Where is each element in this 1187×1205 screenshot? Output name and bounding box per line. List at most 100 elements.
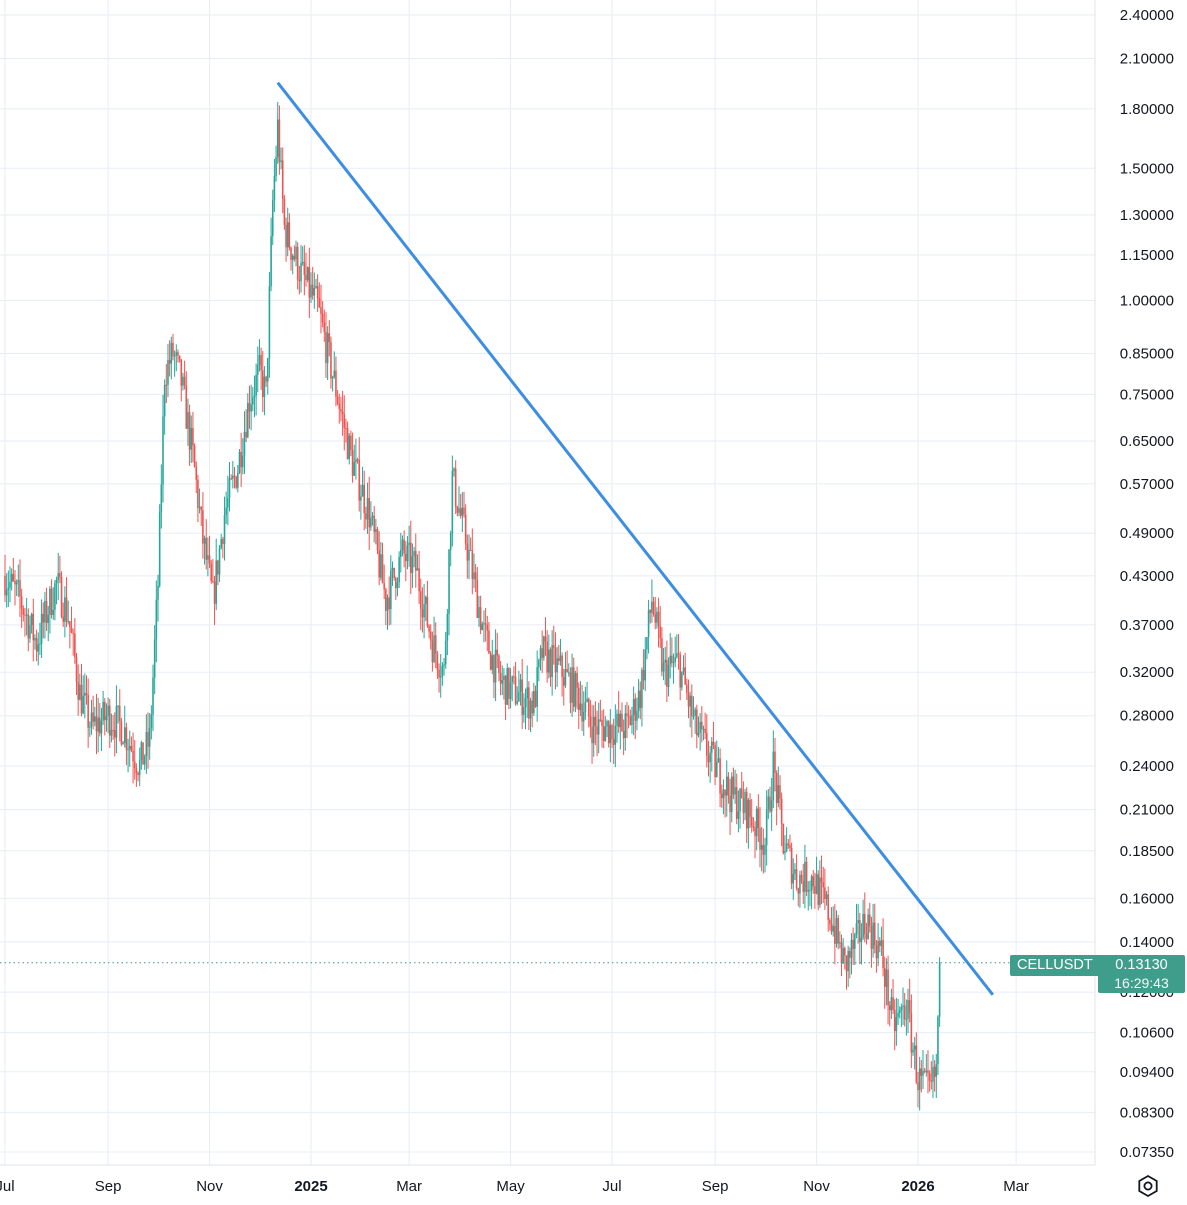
candle-body xyxy=(318,297,321,308)
candle-body xyxy=(343,414,346,428)
candle-body xyxy=(845,955,848,972)
candle-body xyxy=(634,698,637,721)
candle-body xyxy=(84,692,86,696)
candle-body xyxy=(311,284,314,296)
candle-body xyxy=(80,684,83,714)
candle-body xyxy=(584,702,587,713)
price-tick-label: 1.50000 xyxy=(1120,160,1174,177)
candle-body xyxy=(602,726,605,742)
candle-body xyxy=(504,675,507,705)
candle-body xyxy=(281,160,284,199)
time-tick-label: Sep xyxy=(95,1178,122,1195)
candle-body xyxy=(920,1068,923,1076)
candle-body xyxy=(444,640,447,665)
candle-body xyxy=(172,342,174,357)
candle-body xyxy=(247,402,249,438)
candle-body xyxy=(902,1005,904,1008)
candle-body xyxy=(188,412,191,450)
price-axis[interactable]: 2.40000 2.10000 1.80000 1.50000 1.30000 1.150… xyxy=(1120,7,1174,1161)
candle-body xyxy=(411,556,414,574)
candle-body xyxy=(888,1005,891,1011)
candle-body xyxy=(441,665,444,677)
candle-body xyxy=(212,580,214,582)
candle-body xyxy=(860,937,863,942)
candle-body xyxy=(524,698,527,708)
candle-body xyxy=(819,877,821,905)
candle-body xyxy=(185,385,188,429)
candle-body xyxy=(715,761,718,778)
chart-settings-button[interactable] xyxy=(1134,1172,1162,1200)
candle-body xyxy=(740,788,743,799)
candle-body xyxy=(439,676,442,678)
candle-body xyxy=(890,997,893,1011)
candle-body xyxy=(266,358,269,382)
candle-body xyxy=(616,713,618,726)
candle-body xyxy=(217,560,219,575)
price-tick-label: 0.43000 xyxy=(1120,568,1174,585)
candle-body xyxy=(847,951,849,972)
candle-body xyxy=(45,600,48,623)
candle-body xyxy=(263,376,266,398)
candle-body xyxy=(132,750,134,762)
candle-body xyxy=(737,811,740,819)
candle-body xyxy=(875,945,878,959)
price-tick-label: 0.09400 xyxy=(1120,1064,1174,1081)
candle-body xyxy=(163,384,166,417)
candle-body xyxy=(100,720,103,734)
candle-body xyxy=(692,715,695,717)
candle-body xyxy=(335,370,337,397)
candle-body xyxy=(283,198,286,225)
price-tick-label: 1.30000 xyxy=(1120,207,1174,224)
candle-body xyxy=(57,573,60,580)
candle-body xyxy=(667,664,670,687)
candle-body xyxy=(230,478,232,480)
candle-body xyxy=(105,716,108,721)
candle-body xyxy=(868,914,871,927)
candle-body xyxy=(108,705,111,736)
candle-body xyxy=(200,507,203,511)
candle-body xyxy=(684,667,686,685)
candle-body xyxy=(428,625,430,632)
trend-line[interactable] xyxy=(276,81,995,996)
candle-body xyxy=(378,550,380,578)
candle-body xyxy=(261,370,264,398)
candle-body xyxy=(273,176,276,201)
candle-body xyxy=(148,728,151,747)
candle-body xyxy=(769,796,771,812)
candle-body xyxy=(594,716,597,727)
candle-body xyxy=(867,914,869,939)
candle-body xyxy=(87,695,89,728)
candle-body xyxy=(390,570,392,610)
candle-body xyxy=(852,939,854,949)
candle-body xyxy=(755,808,758,837)
candle-body xyxy=(710,741,713,753)
candle-body xyxy=(519,679,522,692)
candle-body xyxy=(729,795,731,813)
chart-grid xyxy=(0,0,1095,1165)
time-axis[interactable]: Jul Sep Nov 2025 Mar May Jul Sep Nov 2026 Mar xyxy=(0,1178,1029,1195)
candle-body xyxy=(770,800,773,812)
candle-body xyxy=(458,508,460,513)
candle-body xyxy=(113,730,116,738)
candle-body xyxy=(935,1064,938,1077)
candle-body xyxy=(503,675,505,680)
candle-body xyxy=(20,596,23,609)
candle-body xyxy=(128,746,131,750)
candle-body xyxy=(22,608,25,615)
candle-body xyxy=(160,484,163,513)
candle-body xyxy=(255,374,257,396)
candle-body xyxy=(320,307,322,314)
price-tick-label: 0.57000 xyxy=(1120,476,1174,493)
candle-body xyxy=(243,431,246,456)
candle-body xyxy=(601,719,603,727)
candle-body xyxy=(147,732,149,747)
candle-body xyxy=(376,529,379,551)
candle-body xyxy=(340,409,342,412)
candle-body xyxy=(855,923,858,935)
candle-body xyxy=(554,647,557,673)
candle-body xyxy=(712,741,715,746)
price-tick-label: 0.37000 xyxy=(1120,617,1174,634)
candle-body xyxy=(671,655,673,664)
candle-body xyxy=(526,687,528,699)
